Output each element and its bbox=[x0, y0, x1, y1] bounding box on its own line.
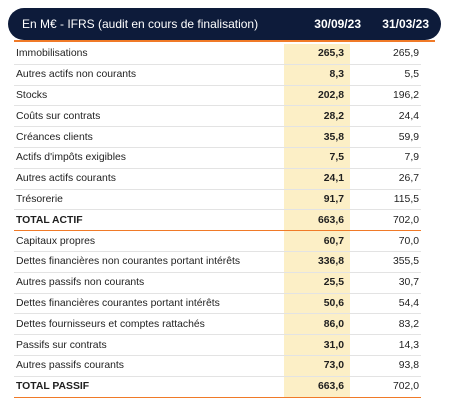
table-row: Dettes financières courantes portant int… bbox=[14, 293, 421, 315]
row-value-previous: 70,0 bbox=[350, 230, 421, 252]
header-col-2023-09-30: 30/09/23 bbox=[314, 17, 361, 31]
table-row: Autres passifs non courants 25,5 30,7 bbox=[14, 272, 421, 294]
row-label: Immobilisations bbox=[14, 44, 284, 65]
row-value-previous: 265,9 bbox=[350, 44, 421, 65]
balance-sheet-table-container: En M€ - IFRS (audit en cours de finalisa… bbox=[8, 8, 441, 40]
row-label: Autres passifs non courants bbox=[14, 272, 284, 294]
table-row: Capitaux propres 60,7 70,0 bbox=[14, 230, 421, 252]
row-value-current: 663,6 bbox=[284, 209, 350, 232]
table-row: Créances clients 35,8 59,9 bbox=[14, 126, 421, 148]
row-label: Autres passifs courants bbox=[14, 355, 284, 377]
row-value-current: 35,8 bbox=[284, 126, 350, 148]
row-label: Dettes financières non courantes portant… bbox=[14, 251, 284, 273]
table-row: Autres actifs courants 24,1 26,7 bbox=[14, 168, 421, 190]
row-value-previous: 702,0 bbox=[350, 375, 421, 398]
row-label: Stocks bbox=[14, 85, 284, 107]
row-value-previous: 59,9 bbox=[350, 126, 421, 148]
row-value-previous: 54,4 bbox=[350, 293, 421, 315]
row-label: Capitaux propres bbox=[14, 230, 284, 252]
row-value-current: 31,0 bbox=[284, 334, 350, 356]
table-row: Coûts sur contrats 28,2 24,4 bbox=[14, 105, 421, 128]
total-row-assets: TOTAL ACTIF 663,6 702,0 bbox=[14, 209, 421, 232]
row-value-previous: 5,5 bbox=[350, 64, 421, 86]
header-accent-line bbox=[14, 40, 435, 42]
row-label: TOTAL ACTIF bbox=[14, 209, 284, 232]
row-value-previous: 93,8 bbox=[350, 355, 421, 377]
table-row: Passifs sur contrats 31,0 14,3 bbox=[14, 334, 421, 356]
row-value-current: 265,3 bbox=[284, 44, 350, 65]
row-value-previous: 24,4 bbox=[350, 105, 421, 128]
row-label: Coûts sur contrats bbox=[14, 105, 284, 128]
row-value-current: 50,6 bbox=[284, 293, 350, 315]
row-value-current: 60,7 bbox=[284, 230, 350, 252]
row-value-current: 73,0 bbox=[284, 355, 350, 377]
row-value-previous: 30,7 bbox=[350, 272, 421, 294]
table-row: Trésorerie 91,7 115,5 bbox=[14, 189, 421, 211]
row-label: Dettes fournisseurs et comptes rattachés bbox=[14, 313, 284, 336]
row-value-current: 91,7 bbox=[284, 189, 350, 211]
table-header: En M€ - IFRS (audit en cours de finalisa… bbox=[8, 8, 441, 40]
row-label: Autres actifs courants bbox=[14, 168, 284, 190]
row-label: Passifs sur contrats bbox=[14, 334, 284, 356]
row-value-current: 202,8 bbox=[284, 85, 350, 107]
table-row: Stocks 202,8 196,2 bbox=[14, 85, 421, 107]
row-value-previous: 83,2 bbox=[350, 313, 421, 336]
row-value-previous: 26,7 bbox=[350, 168, 421, 190]
row-value-current: 86,0 bbox=[284, 313, 350, 336]
balance-sheet-table: Immobilisations 265,3 265,9 Autres actifs … bbox=[14, 44, 421, 398]
row-value-current: 28,2 bbox=[284, 105, 350, 128]
row-label: Dettes financières courantes portant int… bbox=[14, 293, 284, 315]
row-value-current: 8,3 bbox=[284, 64, 350, 86]
table-row: Dettes financières non courantes portant… bbox=[14, 251, 421, 273]
row-value-current: 24,1 bbox=[284, 168, 350, 190]
header-col-2023-03-31: 31/03/23 bbox=[382, 17, 429, 31]
row-value-previous: 7,9 bbox=[350, 147, 421, 169]
row-label: Autres actifs non courants bbox=[14, 64, 284, 86]
row-value-previous: 702,0 bbox=[350, 209, 421, 232]
row-label: Actifs d'impôts exigibles bbox=[14, 147, 284, 169]
row-value-current: 25,5 bbox=[284, 272, 350, 294]
table-row: Dettes fournisseurs et comptes rattachés… bbox=[14, 313, 421, 336]
row-value-current: 663,6 bbox=[284, 375, 350, 398]
row-value-previous: 196,2 bbox=[350, 85, 421, 107]
header-label: En M€ - IFRS (audit en cours de finalisa… bbox=[22, 17, 259, 31]
row-label: Trésorerie bbox=[14, 189, 284, 211]
table-row: Actifs d'impôts exigibles 7,5 7,9 bbox=[14, 147, 421, 169]
table-row: Autres actifs non courants 8,3 5,5 bbox=[14, 64, 421, 86]
table-row: Immobilisations 265,3 265,9 bbox=[14, 44, 421, 65]
row-label: TOTAL PASSIF bbox=[14, 375, 284, 398]
row-value-current: 336,8 bbox=[284, 251, 350, 273]
total-row-liabilities: TOTAL PASSIF 663,6 702,0 bbox=[14, 375, 421, 398]
row-value-previous: 14,3 bbox=[350, 334, 421, 356]
row-value-previous: 115,5 bbox=[350, 189, 421, 211]
row-value-previous: 355,5 bbox=[350, 251, 421, 273]
table-row: Autres passifs courants 73,0 93,8 bbox=[14, 355, 421, 377]
row-value-current: 7,5 bbox=[284, 147, 350, 169]
row-label: Créances clients bbox=[14, 126, 284, 148]
